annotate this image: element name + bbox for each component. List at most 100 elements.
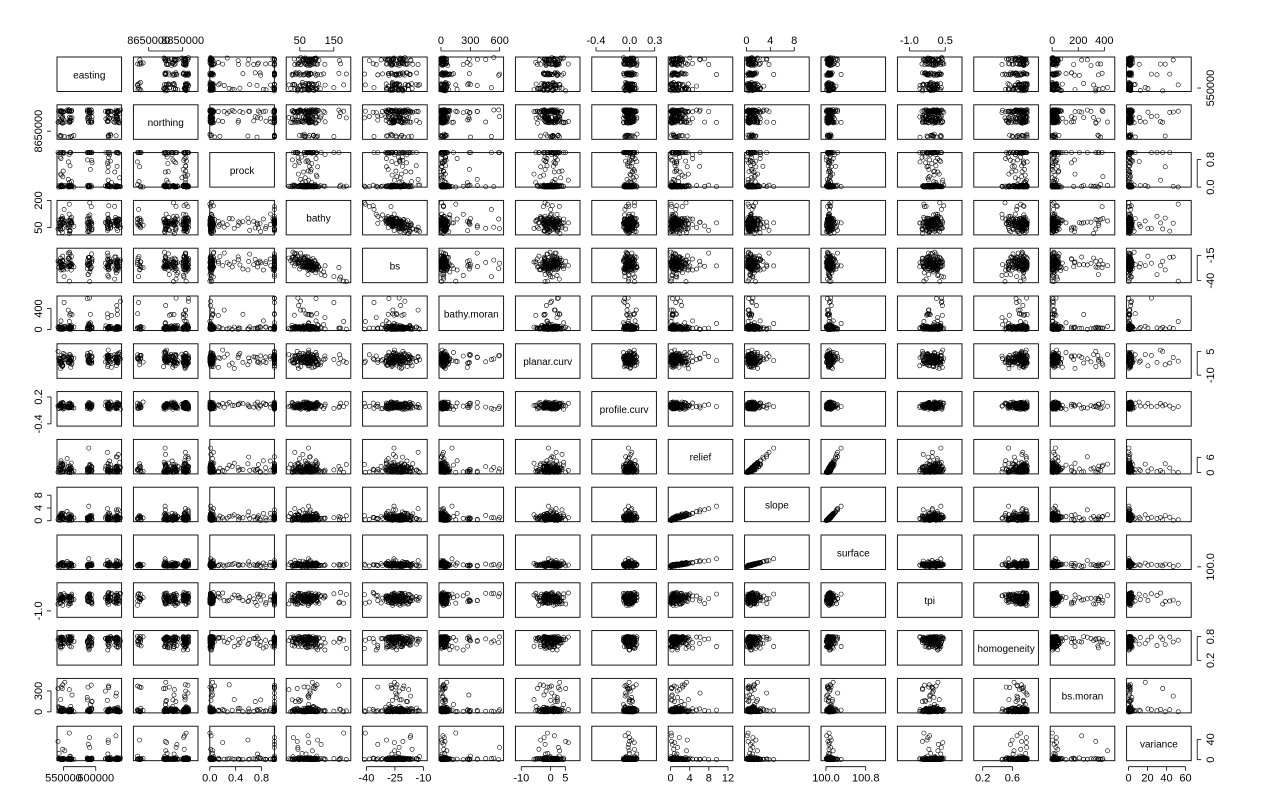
data-point: [461, 62, 465, 66]
data-point: [290, 158, 294, 162]
data-point: [1082, 116, 1086, 120]
panel-prock-vs-bathy.moran: [439, 151, 504, 190]
data-point: [1163, 62, 1167, 66]
data-point: [468, 63, 472, 67]
data-point: [691, 87, 695, 91]
data-point: [323, 153, 327, 157]
data-point: [409, 180, 413, 184]
data-point: [400, 164, 404, 168]
data-point: [264, 62, 268, 66]
data-point: [299, 177, 303, 181]
data-point: [1072, 73, 1076, 77]
data-point: [484, 58, 488, 62]
data-point: [492, 56, 496, 60]
data-point: [839, 72, 843, 76]
panel-northing-vs-slope: [745, 105, 810, 140]
data-point: [248, 83, 252, 87]
data-point: [371, 62, 375, 66]
data-point: [106, 155, 110, 159]
panel-northing-vs-bathy: [286, 105, 351, 140]
panel-easting-vs-easting: easting: [57, 57, 122, 92]
data-point: [342, 83, 346, 87]
data-point: [115, 164, 119, 168]
data-point: [138, 58, 142, 62]
data-point: [635, 132, 639, 136]
data-point: [296, 172, 300, 176]
data-point: [534, 82, 538, 86]
data-point: [461, 184, 465, 188]
data-point: [1101, 110, 1105, 114]
data-point: [381, 72, 385, 76]
data-point: [918, 135, 922, 139]
panel-prock-vs-prock: prock: [210, 153, 275, 188]
data-point: [1007, 83, 1011, 87]
data-point: [113, 170, 117, 174]
panel-easting-vs-slope: [745, 56, 810, 94]
data-point: [455, 156, 459, 160]
data-point: [765, 120, 769, 124]
panel-easting-vs-prock: [208, 56, 277, 94]
data-point: [772, 72, 776, 76]
data-point: [467, 167, 471, 171]
data-point: [467, 72, 471, 76]
data-point: [166, 162, 170, 166]
data-point: [1064, 120, 1068, 124]
panel-easting-vs-variance: [1126, 56, 1191, 94]
data-point: [323, 62, 327, 66]
data-point: [302, 170, 306, 174]
data-point: [379, 58, 383, 62]
data-point: [409, 170, 413, 174]
data-point: [465, 60, 469, 64]
data-point: [61, 169, 65, 173]
data-point: [566, 119, 570, 123]
data-point: [246, 134, 250, 138]
data-point: [489, 134, 493, 138]
data-point: [1146, 86, 1150, 90]
data-point: [372, 134, 376, 138]
data-point: [475, 177, 479, 181]
data-point: [323, 120, 327, 124]
data-point: [552, 170, 556, 174]
data-point: [690, 61, 694, 65]
data-point: [489, 86, 493, 90]
data-point: [475, 83, 479, 87]
data-point: [409, 82, 413, 86]
data-point: [714, 120, 718, 124]
panel-easting-vs-bathy: [286, 56, 351, 94]
panel-grid: eastingnorthingprockbathybsbathy.moranpl…: [56, 56, 1191, 762]
data-point: [68, 164, 72, 168]
data-point: [85, 158, 89, 162]
panel-prock-vs-northing: [133, 151, 198, 190]
data-point: [221, 119, 225, 123]
data-point: [264, 119, 268, 123]
panel-northing-vs-homogeneity: [974, 105, 1039, 140]
panel-northing-vs-bathy.moran: [439, 105, 504, 140]
data-point: [839, 120, 843, 124]
data-point: [315, 175, 319, 179]
data-point: [1092, 83, 1096, 87]
data-point: [390, 173, 394, 177]
data-point: [384, 156, 388, 160]
data-point: [227, 86, 231, 90]
data-point: [414, 164, 418, 168]
data-point: [920, 62, 924, 66]
panel-easting-vs-surface: [821, 56, 886, 94]
data-point: [394, 162, 398, 166]
data-point: [166, 170, 170, 174]
panel-northing-vs-easting: [56, 105, 123, 140]
data-point: [1176, 109, 1180, 113]
data-point: [767, 62, 771, 66]
data-point: [691, 110, 695, 114]
data-point: [1064, 72, 1068, 76]
data-point: [1077, 73, 1081, 77]
data-point: [253, 71, 257, 75]
data-point: [316, 134, 320, 138]
data-point: [539, 134, 543, 138]
data-point: [225, 56, 229, 60]
data-point: [135, 160, 139, 164]
data-point: [1168, 72, 1172, 76]
data-point: [1105, 85, 1109, 89]
data-point: [303, 176, 307, 180]
data-point: [1133, 135, 1137, 139]
